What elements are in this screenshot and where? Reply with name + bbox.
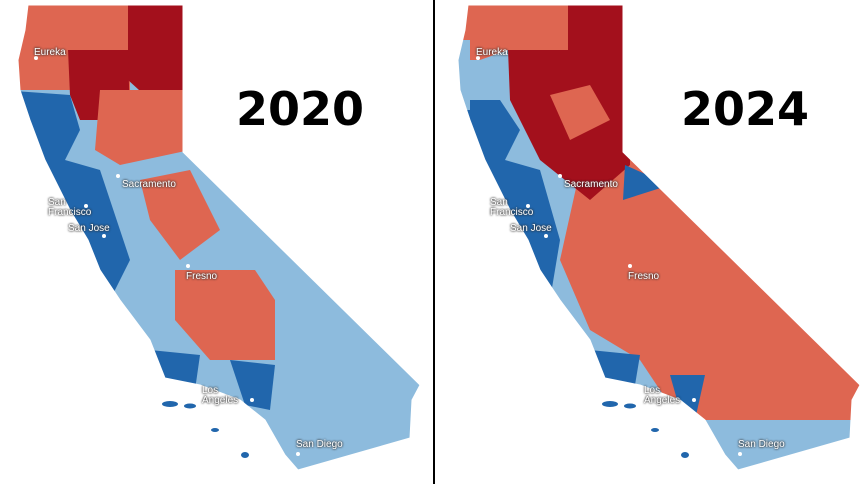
city-label: Los Angeles (202, 385, 239, 406)
city-dot (34, 56, 38, 60)
city-dot (738, 452, 742, 456)
city-dot (692, 398, 696, 402)
city-dot (628, 264, 632, 268)
city-dot (526, 204, 530, 208)
city-dot (476, 56, 480, 60)
city-label: Fresno (628, 271, 660, 282)
year-title: 2024 (680, 82, 810, 136)
map-2024 (457, 4, 860, 471)
city-dot (250, 398, 254, 402)
city-dot (296, 452, 300, 456)
city-label: San Jose (68, 223, 110, 234)
city-dot (84, 204, 88, 208)
city-dot (102, 234, 106, 238)
city-dot (558, 174, 562, 178)
city-label: Sacramento (564, 179, 618, 190)
city-label: San Jose (510, 223, 552, 234)
city-label: San Diego (296, 439, 343, 450)
city-dot (544, 234, 548, 238)
year-title: 2020 (235, 82, 365, 136)
city-label: Los Angeles (644, 385, 681, 406)
city-label: San Francisco (48, 197, 92, 218)
city-label: Eureka (476, 47, 508, 58)
map-2020 (17, 4, 421, 471)
city-label: Sacramento (122, 179, 176, 190)
city-dot (116, 174, 120, 178)
city-label: San Francisco (490, 197, 534, 218)
city-label: San Diego (738, 439, 785, 450)
city-label: Fresno (186, 271, 218, 282)
city-label: Eureka (34, 47, 66, 58)
city-dot (186, 264, 190, 268)
